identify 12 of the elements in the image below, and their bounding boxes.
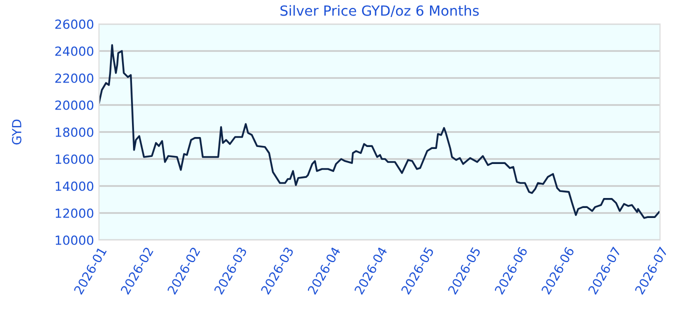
y-tick-label: 10000: [56, 235, 94, 245]
y-tick-label: 26000: [55, 19, 94, 29]
y-tick-label: 16000: [56, 154, 94, 164]
y-axis-title: GYD: [12, 120, 22, 144]
y-tick-label: 18000: [56, 127, 94, 137]
chart-title: Silver Price GYD/oz 6 Months: [280, 5, 479, 17]
y-tick-label: 22000: [55, 73, 94, 83]
y-tick-label: 20000: [55, 100, 94, 110]
y-tick-label: 14000: [56, 181, 94, 191]
y-tick-label: 12000: [56, 208, 94, 218]
line-series: [99, 44, 660, 219]
y-tick-label: 24000: [55, 46, 94, 56]
